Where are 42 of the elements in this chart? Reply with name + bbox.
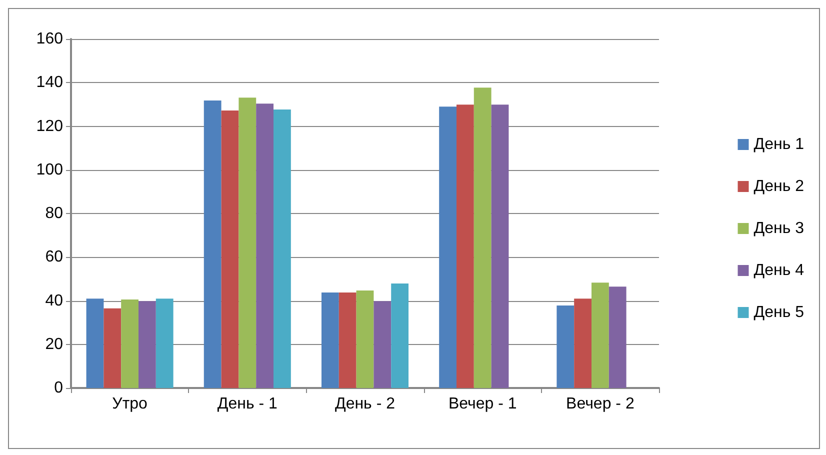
y-tick-label: 160: [36, 30, 64, 48]
bar: [391, 284, 409, 388]
bar: [439, 106, 456, 388]
bar: [356, 290, 374, 388]
bar: [574, 298, 592, 388]
bar: [156, 298, 174, 388]
bar: [491, 104, 509, 388]
bar: [456, 104, 474, 388]
bar: [556, 306, 574, 388]
y-tick-label: 120: [36, 118, 64, 135]
y-tick-label: 40: [45, 292, 64, 310]
bar: [338, 292, 356, 388]
x-tick-label: День - 1: [217, 396, 278, 412]
bar: [204, 100, 222, 388]
y-tick-label: 100: [36, 161, 64, 178]
bar: [608, 286, 626, 388]
bar: [321, 292, 339, 388]
y-tick-label: 0: [54, 380, 64, 396]
bar: [374, 301, 392, 388]
bar: [121, 299, 138, 388]
bar: [592, 282, 609, 388]
legend-label: День 3: [754, 220, 804, 237]
x-tick-label: Вечер - 1: [448, 396, 517, 412]
bar: [474, 88, 492, 388]
y-tick-label: 80: [45, 205, 64, 222]
legend-label: День 1: [754, 136, 804, 153]
legend-label: День 2: [754, 178, 804, 195]
x-tick-label: Утро: [112, 396, 148, 412]
bar: [238, 98, 256, 388]
y-tick-label: 140: [36, 74, 64, 92]
y-tick-label: 20: [45, 336, 64, 353]
y-tick-label: 60: [45, 248, 64, 266]
bar: [274, 109, 291, 388]
legend-label: День 5: [754, 304, 804, 321]
bar: [104, 308, 122, 388]
bar: [256, 104, 274, 388]
x-tick-label: Вечер - 2: [566, 396, 634, 412]
bar: [221, 110, 239, 388]
x-tick-label: День - 2: [334, 396, 396, 412]
bar: [86, 298, 104, 388]
bar: [138, 301, 156, 388]
legend-label: День 4: [754, 262, 804, 279]
